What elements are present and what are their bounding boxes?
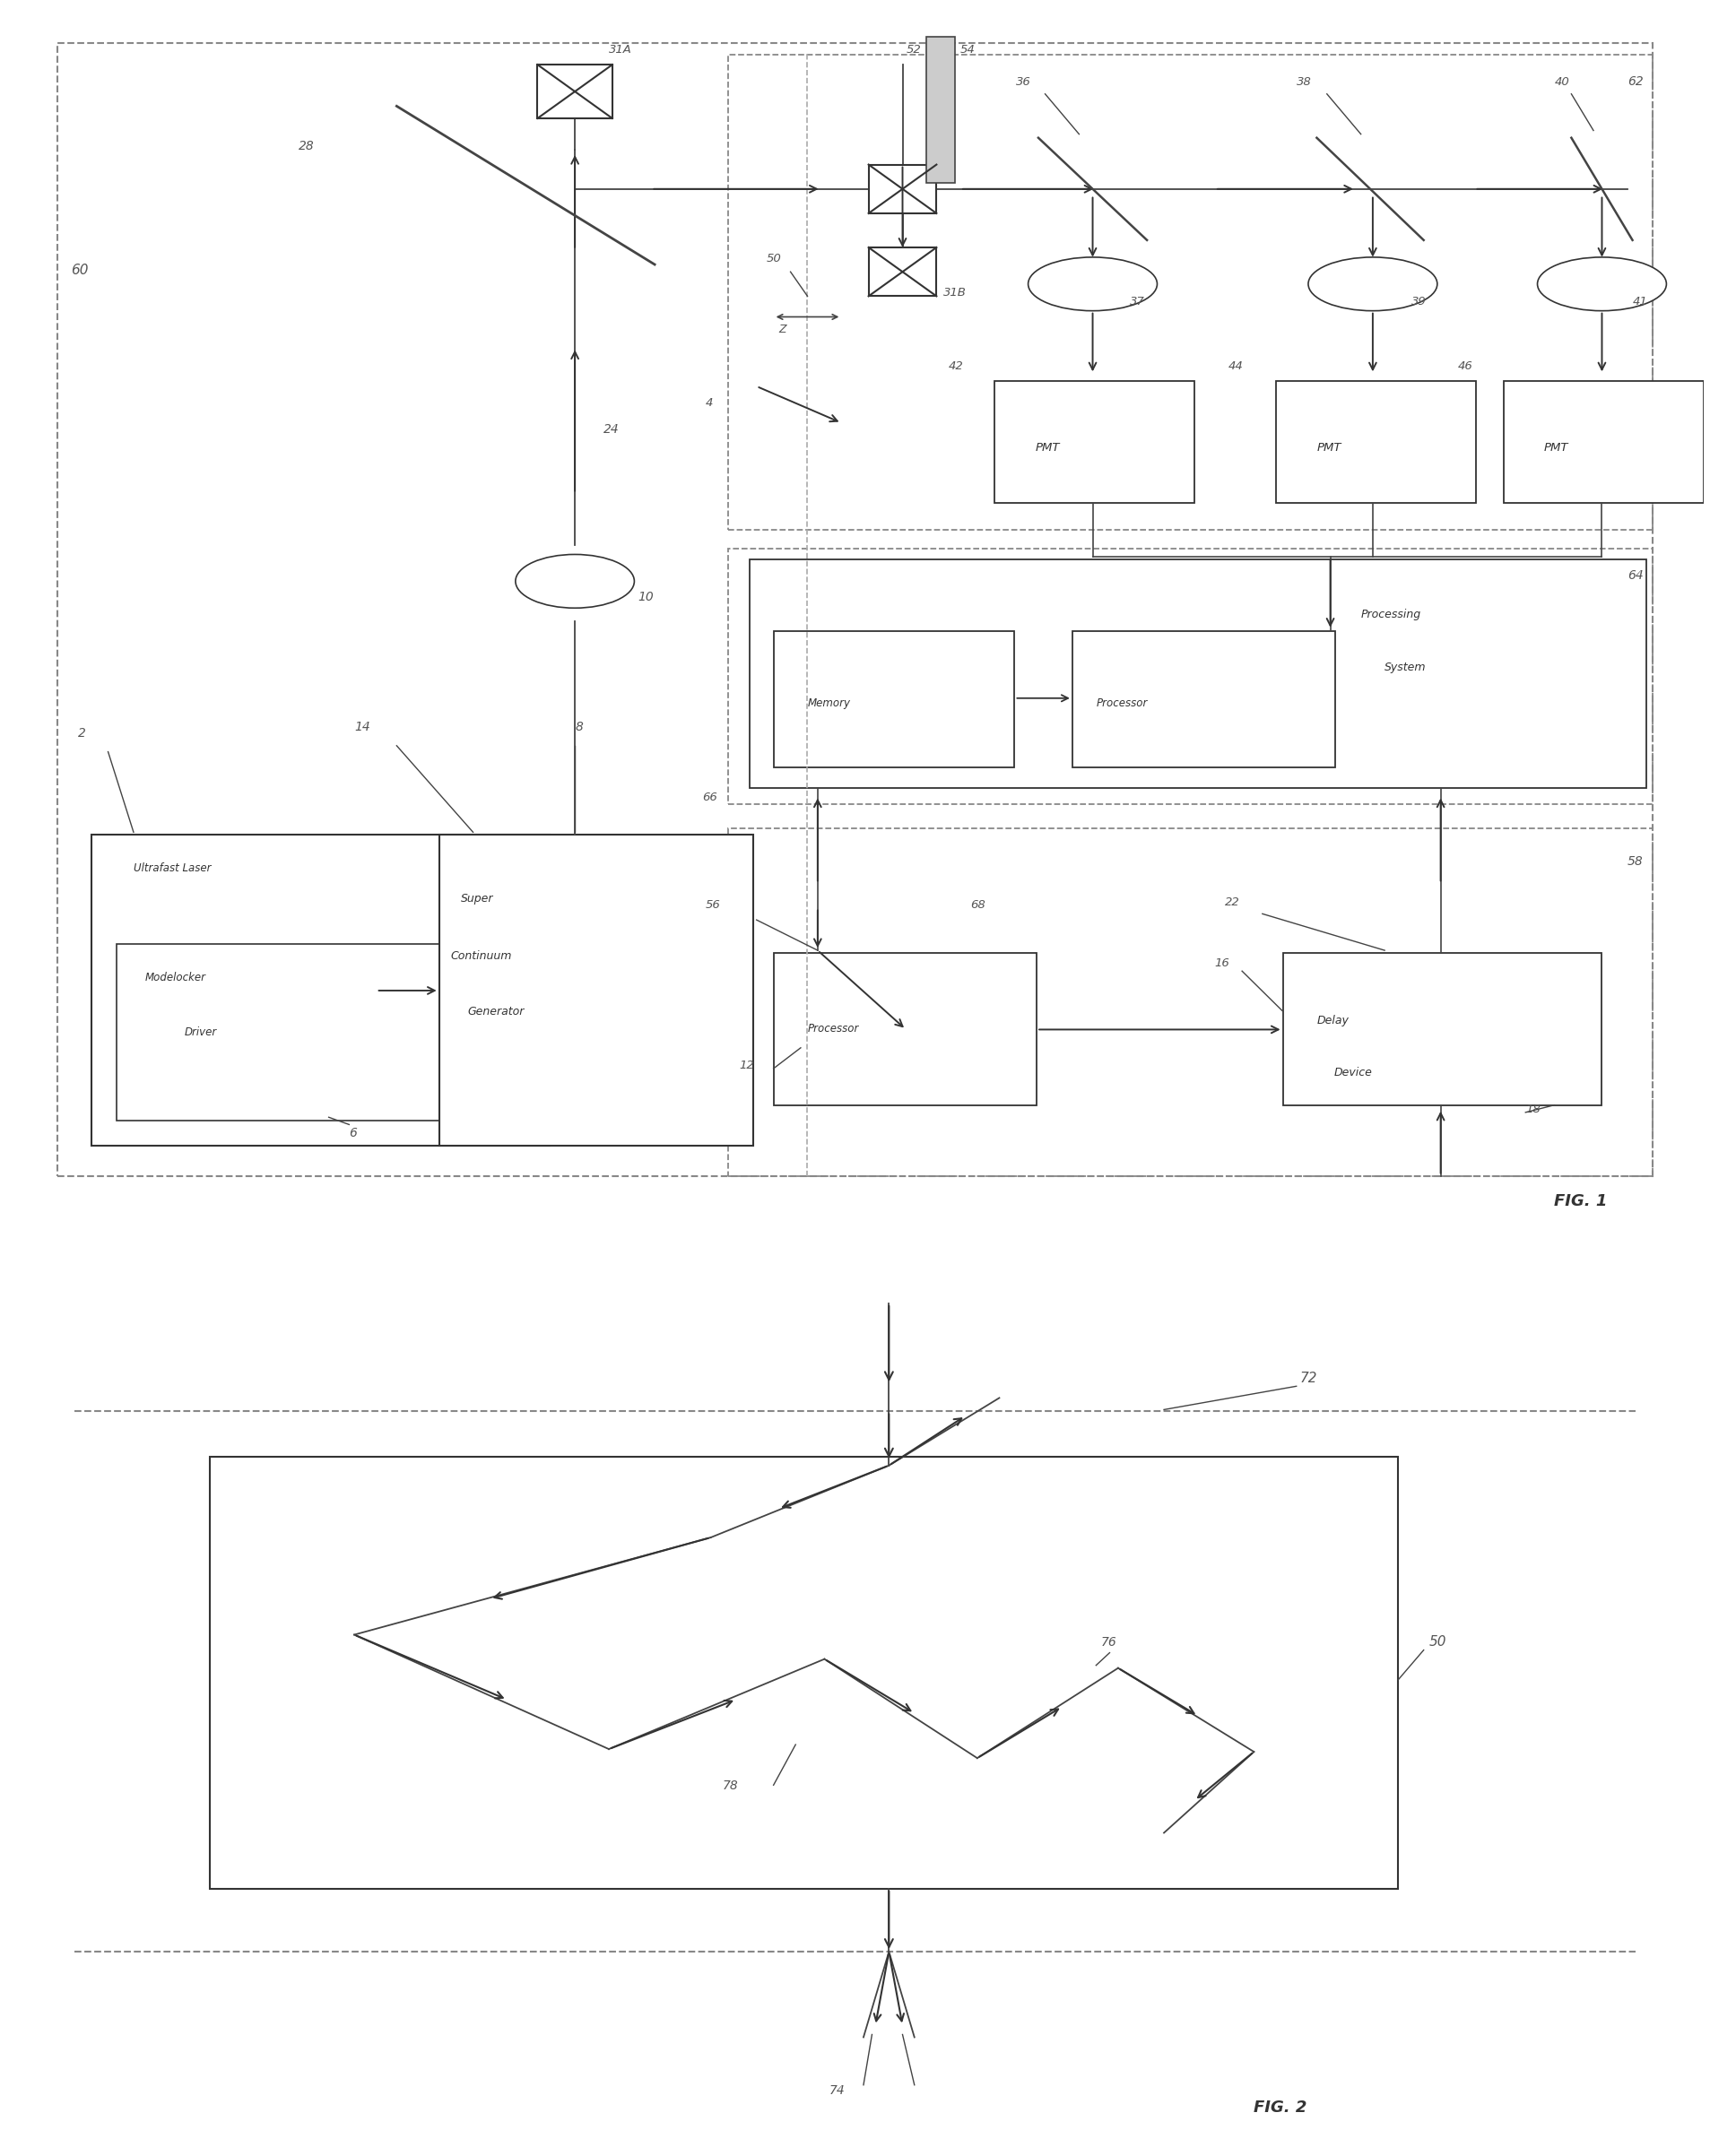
Text: Processor: Processor — [807, 1022, 858, 1035]
Text: PMT: PMT — [1035, 442, 1060, 453]
Bar — [728, 54, 1654, 530]
Text: 14: 14 — [354, 722, 369, 733]
Text: 18: 18 — [1525, 1104, 1541, 1115]
Text: 16: 16 — [1214, 957, 1229, 968]
Bar — [116, 944, 515, 1121]
Bar — [728, 548, 1654, 804]
Bar — [994, 382, 1195, 502]
Text: 76: 76 — [1101, 1636, 1117, 1647]
Bar — [439, 834, 752, 1145]
Text: Ultrafast Laser: Ultrafast Laser — [133, 862, 210, 873]
Text: Device: Device — [1334, 1067, 1371, 1078]
Bar — [749, 558, 1647, 789]
Bar — [537, 65, 612, 119]
Text: Generator: Generator — [469, 1007, 525, 1018]
Ellipse shape — [1308, 257, 1438, 310]
Text: PMT: PMT — [1317, 442, 1341, 453]
Ellipse shape — [1028, 257, 1158, 310]
Text: 78: 78 — [723, 1779, 739, 1792]
Text: FIG. 2: FIG. 2 — [1253, 2100, 1306, 2115]
Bar — [1282, 953, 1602, 1106]
Bar — [728, 828, 1654, 1175]
Text: 74: 74 — [829, 2085, 845, 2096]
Text: 22: 22 — [1224, 897, 1240, 908]
Text: 68: 68 — [971, 899, 985, 910]
Text: 46: 46 — [1457, 360, 1472, 373]
Text: Driver: Driver — [185, 1026, 217, 1039]
Text: 37: 37 — [1130, 295, 1146, 308]
Text: System: System — [1385, 662, 1426, 673]
Text: 41: 41 — [1633, 295, 1647, 308]
Text: 8: 8 — [575, 722, 583, 733]
Text: 42: 42 — [949, 360, 963, 373]
Text: 2: 2 — [77, 727, 86, 740]
Text: 58: 58 — [1628, 856, 1643, 867]
Bar — [869, 248, 937, 295]
Text: 62: 62 — [1628, 75, 1643, 88]
Text: 31B: 31B — [944, 287, 966, 300]
Text: 39: 39 — [1412, 295, 1426, 308]
Text: Z: Z — [778, 323, 787, 336]
Text: 40: 40 — [1554, 75, 1570, 88]
Text: Modelocker: Modelocker — [145, 972, 207, 983]
Text: 66: 66 — [703, 791, 716, 804]
Text: 6: 6 — [349, 1128, 357, 1138]
Text: Memory: Memory — [807, 699, 850, 709]
Text: 38: 38 — [1296, 75, 1312, 88]
Text: PMT: PMT — [1544, 442, 1568, 453]
Bar — [869, 164, 937, 213]
Bar — [773, 953, 1036, 1106]
Text: Super: Super — [462, 893, 494, 903]
Text: FIG. 1: FIG. 1 — [1554, 1194, 1607, 1210]
Text: 56: 56 — [706, 899, 720, 910]
Text: 36: 36 — [1016, 75, 1031, 88]
Text: 10: 10 — [638, 591, 653, 604]
Text: Continuum: Continuum — [451, 951, 513, 962]
Text: 60: 60 — [70, 263, 89, 276]
Bar — [91, 834, 549, 1145]
Text: Processing: Processing — [1361, 608, 1421, 621]
Text: 50: 50 — [1430, 1634, 1447, 1647]
Text: Processor: Processor — [1096, 699, 1147, 709]
Bar — [773, 632, 1014, 768]
Text: 28: 28 — [298, 140, 315, 153]
Bar — [1276, 382, 1476, 502]
Ellipse shape — [1537, 257, 1667, 310]
Bar — [927, 37, 956, 183]
Text: 64: 64 — [1628, 569, 1643, 582]
Bar — [1072, 632, 1336, 768]
Bar — [210, 1457, 1399, 1889]
Text: 44: 44 — [1228, 360, 1243, 373]
Text: 52: 52 — [906, 43, 922, 56]
Text: 31A: 31A — [609, 43, 633, 56]
Bar — [1503, 382, 1703, 502]
Text: Delay: Delay — [1317, 1015, 1349, 1026]
Text: 24: 24 — [604, 423, 619, 436]
Text: 50: 50 — [766, 252, 781, 265]
Text: 4: 4 — [706, 397, 713, 407]
Ellipse shape — [515, 554, 634, 608]
Text: 54: 54 — [961, 43, 975, 56]
Text: 12: 12 — [739, 1059, 754, 1072]
Text: 72: 72 — [1300, 1371, 1317, 1386]
